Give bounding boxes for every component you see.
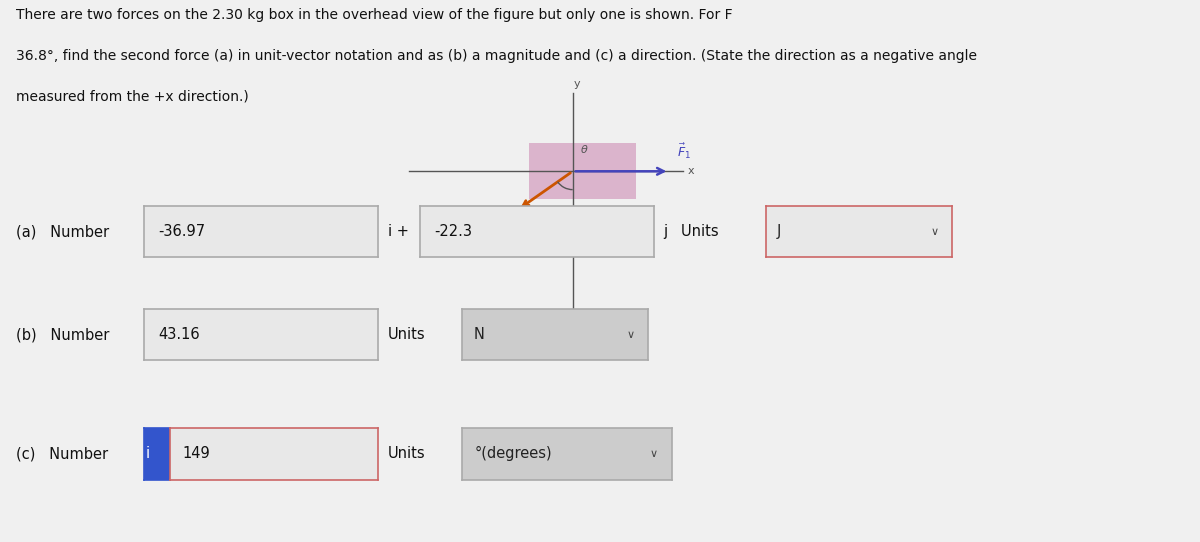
Text: $\vec{F}_1$: $\vec{F}_1$ [677, 142, 691, 162]
Text: y: y [574, 79, 580, 89]
Text: 36.8°, find the second force (a) in unit-vector notation and as (b) a magnitude : 36.8°, find the second force (a) in unit… [16, 49, 977, 63]
Text: Units: Units [388, 327, 425, 342]
Text: Units: Units [388, 447, 425, 461]
Text: x: x [688, 166, 695, 176]
Text: measured from the +x direction.): measured from the +x direction.) [16, 89, 248, 104]
Text: i: i [145, 447, 150, 461]
Text: j   Units: j Units [664, 224, 719, 239]
Text: (b)   Number: (b) Number [16, 327, 109, 342]
Text: i +: i + [388, 224, 408, 239]
Text: There are two forces on the 2.30 kg box in the overhead view of the figure but o: There are two forces on the 2.30 kg box … [16, 8, 732, 22]
Text: ∨: ∨ [649, 449, 658, 459]
Text: $\vec{a}$: $\vec{a}$ [494, 213, 503, 227]
Text: $\theta$: $\theta$ [580, 143, 589, 155]
Text: (a)   Number: (a) Number [16, 224, 109, 239]
Text: ∨: ∨ [930, 227, 938, 237]
Text: °(degrees): °(degrees) [475, 447, 552, 461]
Text: (c)   Number: (c) Number [16, 447, 108, 461]
Text: 43.16: 43.16 [158, 327, 199, 342]
Text: -36.97: -36.97 [158, 224, 205, 239]
Bar [529, 143, 636, 199]
Text: -22.3: -22.3 [434, 224, 472, 239]
Text: ∨: ∨ [626, 330, 635, 340]
Text: 149: 149 [182, 447, 211, 461]
Text: N: N [473, 327, 484, 342]
Text: J: J [776, 224, 781, 239]
